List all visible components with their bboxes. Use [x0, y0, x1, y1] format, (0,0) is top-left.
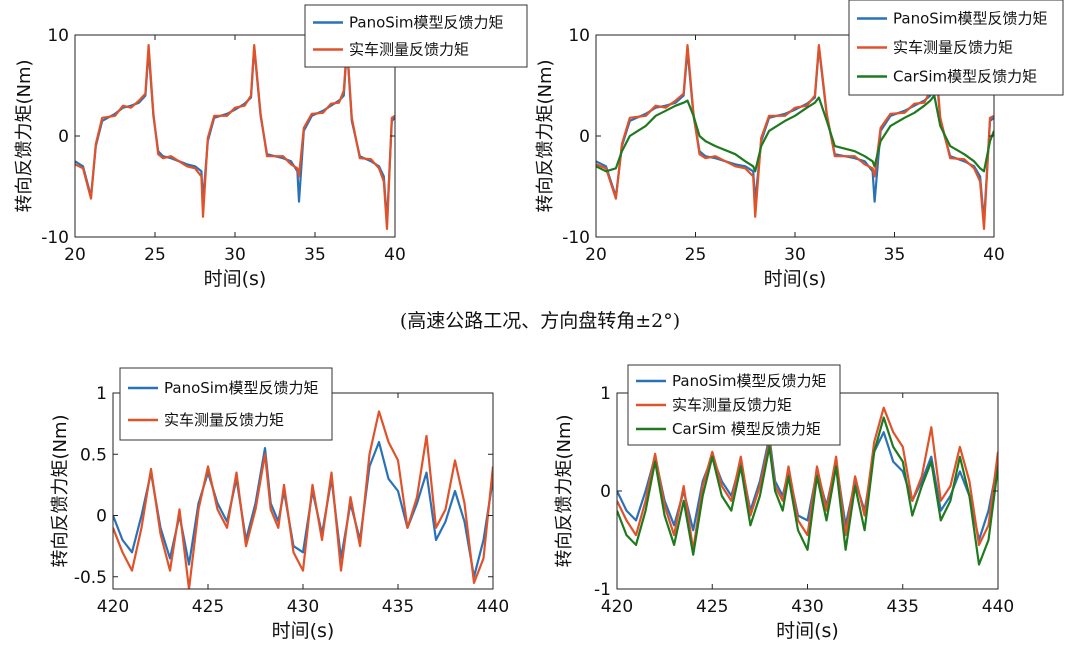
legend-box: [119, 367, 333, 441]
x-tick-label: 25: [144, 245, 166, 265]
chart-panel-1: 20 25 30 35 40 -10 0 10 时间(s) 转向反馈力矩(Nm) PanoSim模型…: [14, 4, 528, 290]
series-line-1: [75, 45, 395, 223]
y-tick-label: 0: [579, 127, 590, 147]
series-group: [75, 43, 395, 230]
x-tick-label: 30: [224, 245, 246, 265]
x-tick-label: 420: [97, 597, 129, 617]
y-axis-label: 转向反馈力矩(Nm): [535, 59, 556, 212]
y-tick-label: -10: [41, 228, 69, 248]
y-tick-label: 0.5: [80, 445, 107, 465]
series-line-3: [617, 416, 998, 566]
x-tick-label: 420: [601, 597, 633, 617]
y-tick-label: -0.5: [74, 568, 107, 588]
x-tick-label: 435: [382, 597, 414, 617]
x-tick-label: 440: [982, 597, 1014, 617]
legend-label-2: 实车测量反馈力矩: [164, 411, 284, 429]
series-line-2: [113, 410, 493, 589]
y-axis-label: 转向反馈力矩(Nm): [50, 414, 71, 567]
x-tick-label: 40: [384, 245, 406, 265]
y-tick-label: 0: [58, 127, 69, 147]
x-axis-label: 时间(s): [764, 268, 827, 290]
chart-panel-2: 20 25 30 35 40 -10 0 10 时间(s) 转向反馈力矩(Nm) PanoSim模型…: [535, 0, 1064, 290]
legend-label-1: PanoSim模型反馈力矩: [349, 14, 504, 32]
x-axis-label: 时间(s): [776, 620, 839, 642]
legend-label-3: CarSim模型反馈力矩: [893, 68, 1037, 86]
x-axis-label: 时间(s): [204, 268, 267, 290]
legend-label-2: 实车测量反馈力矩: [672, 396, 792, 414]
x-tick-label: 430: [287, 597, 319, 617]
x-tick-label: 435: [887, 597, 919, 617]
x-tick-label: 40: [983, 245, 1005, 265]
series-group: [113, 410, 493, 589]
series-line-1: [113, 440, 493, 578]
chart-panel-3: 420 425 430 435 440 -0.5 0 0.5 1 时间(s) 转向反馈力矩(Nm) P…: [50, 367, 509, 642]
y-tick-label: 0: [600, 482, 611, 502]
legend-label-3: CarSim 模型反馈力矩: [672, 420, 821, 438]
y-tick-label: 10: [47, 26, 69, 46]
y-tick-label: 10: [568, 26, 590, 46]
series-line-2: [75, 43, 395, 230]
y-axis-label: 转向反馈力矩(Nm): [14, 59, 35, 212]
y-tick-label: 0: [96, 507, 107, 527]
series-group: [617, 406, 998, 566]
series-line-1: [617, 431, 998, 542]
x-tick-label: 440: [477, 597, 509, 617]
x-tick-label: 30: [784, 245, 806, 265]
figure-caption: (高速公路工况、方向盘转角±2°): [399, 310, 681, 332]
x-tick-label: 35: [304, 245, 326, 265]
x-tick-label: 20: [585, 245, 607, 265]
legend-box: [304, 4, 528, 68]
x-tick-label: 25: [685, 245, 707, 265]
x-tick-label: 20: [64, 245, 86, 265]
y-tick-label: 1: [96, 384, 107, 404]
y-tick-label: 1: [600, 384, 611, 404]
x-tick-label: 425: [192, 597, 224, 617]
x-tick-label: 35: [884, 245, 906, 265]
x-axis-label: 时间(s): [272, 620, 335, 642]
legend-label-1: PanoSim模型反馈力矩: [672, 372, 827, 390]
legend-label-2: 实车测量反馈力矩: [893, 39, 1013, 57]
x-tick-label: 430: [791, 597, 823, 617]
y-tick-label: -1: [594, 580, 611, 600]
series-line-3: [596, 94, 994, 173]
x-tick-label: 425: [696, 597, 728, 617]
legend-label-1: PanoSim模型反馈力矩: [893, 10, 1048, 28]
chart-panel-4: 420 425 430 435 440 -1 0 1 时间(s) 转向反馈力矩(Nm) PanoSi…: [554, 364, 1014, 642]
y-tick-label: -10: [562, 228, 590, 248]
series-line-2: [617, 406, 998, 551]
legend-label-2: 实车测量反馈力矩: [349, 41, 469, 59]
legend-label-1: PanoSim模型反馈力矩: [164, 379, 319, 397]
y-axis-label: 转向反馈力矩(Nm): [554, 414, 575, 567]
